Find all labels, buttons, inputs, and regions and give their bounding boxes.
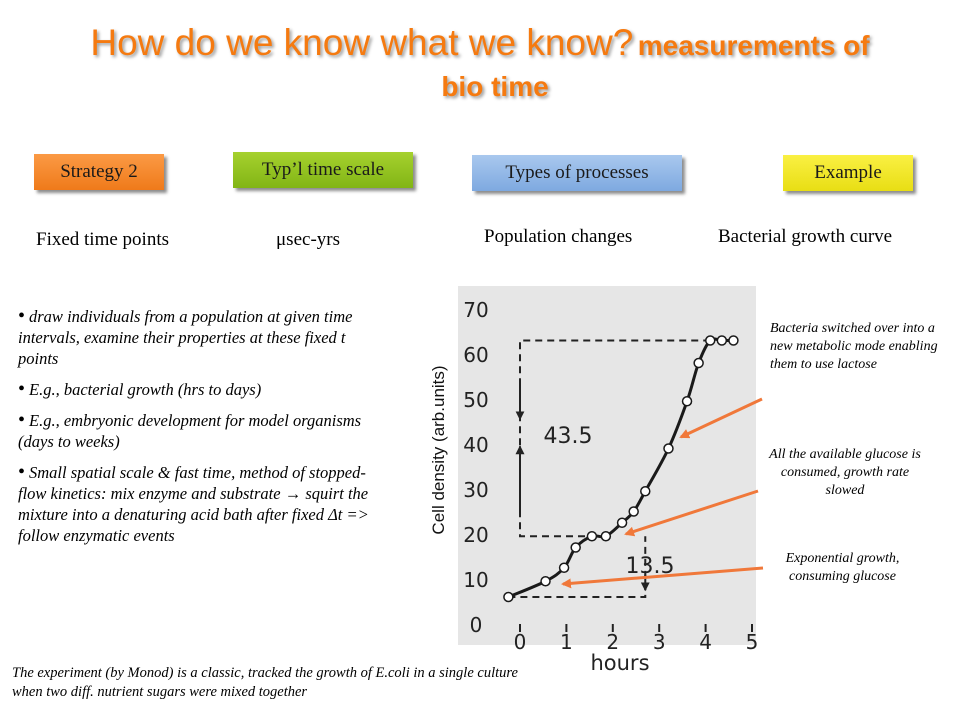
- bullet-text: E.g., bacterial growth (hrs to days): [29, 380, 262, 399]
- footnote: The experiment (by Monod) is a classic, …: [12, 665, 518, 700]
- bullet-text: draw individuals from a population at gi…: [18, 307, 353, 368]
- data-point: [704, 335, 716, 346]
- example-value: Bacterial growth curve: [718, 226, 893, 247]
- data-point: [558, 562, 570, 573]
- measure-label-43: 43.5: [544, 424, 593, 449]
- bullet-item: • E.g., bacterial growth (hrs to days): [18, 379, 378, 400]
- time-scale-header: Typ’l time scale: [233, 152, 413, 188]
- title-sub-2: bio time: [441, 70, 549, 102]
- x-tick-label: 0: [514, 630, 527, 654]
- x-axis-label: hours: [590, 651, 649, 675]
- x-tick-label: 4: [699, 630, 712, 654]
- annotation-arrow-lactose: [679, 397, 763, 439]
- title-main: How do we know what we know?: [90, 22, 634, 63]
- x-tick-label: 5: [746, 630, 759, 654]
- bullet-item: • Small spatial scale & fast time, method…: [18, 462, 378, 546]
- data-point: [716, 335, 728, 346]
- data-point: [681, 396, 693, 407]
- bullet-list: • draw individuals from a population at g…: [18, 306, 378, 556]
- bullet-dot-icon: •: [18, 409, 26, 431]
- data-point: [616, 517, 628, 528]
- bullet-item: • E.g., embryonic development for model o…: [18, 410, 378, 452]
- y-tick-label: 30: [463, 478, 488, 502]
- y-tick-label: 50: [463, 388, 488, 412]
- data-point: [693, 357, 704, 369]
- x-tick-label: 2: [606, 630, 619, 654]
- bullet-text: E.g., embryonic development for model or…: [18, 411, 362, 451]
- bullet-text: Small spatial scale & fast time, method …: [18, 463, 369, 545]
- data-point: [663, 443, 674, 454]
- data-point: [503, 591, 514, 603]
- bullet-dot-icon: •: [18, 305, 26, 327]
- processes-header: Types of processes: [472, 155, 682, 191]
- data-point: [640, 486, 651, 497]
- annotation-arrow-exponential: [561, 566, 764, 589]
- bullet-dot-icon: •: [18, 378, 26, 400]
- annotation-exponential: Exponential growth, consuming glucose: [785, 551, 900, 584]
- y-tick-label: 10: [463, 568, 488, 592]
- page-title: How do we know what we know? measurement…: [0, 18, 960, 106]
- data-point: [540, 576, 551, 587]
- annotation-arrow-glucose: [624, 489, 759, 537]
- dashed-guide-lower: [508, 536, 647, 598]
- y-tick-label: 20: [463, 523, 488, 547]
- strategy-header: Strategy 2: [34, 154, 164, 190]
- x-tick-label: 1: [560, 630, 573, 654]
- data-point: [570, 542, 581, 553]
- bullet-dot-icon: •: [18, 461, 26, 483]
- data-point: [600, 531, 612, 542]
- annotation-lactose: Bacteria switched over into a new metabo…: [770, 321, 938, 372]
- y-tick-label: 0: [470, 613, 483, 637]
- data-point: [586, 531, 598, 542]
- y-tick-label: 70: [463, 298, 488, 322]
- data-point: [628, 506, 639, 517]
- annotation-glucose-consumed: All the available glucose is consumed, g…: [769, 447, 921, 498]
- title-sub-1: measurements of: [637, 30, 870, 61]
- time-scale-value: μsec-yrs: [276, 229, 340, 250]
- data-point: [728, 335, 739, 346]
- example-header: Example: [783, 155, 913, 191]
- y-axis-label: Cell density (arb.units): [429, 365, 448, 534]
- y-tick-label: 60: [463, 343, 488, 367]
- dashed-guide-upper: [519, 339, 711, 538]
- bullet-item: • draw individuals from a population at g…: [18, 306, 378, 369]
- strategy-value: Fixed time points: [36, 229, 169, 250]
- x-tick-label: 3: [653, 630, 666, 654]
- y-tick-label: 40: [463, 433, 488, 457]
- processes-value: Population changes: [484, 226, 633, 247]
